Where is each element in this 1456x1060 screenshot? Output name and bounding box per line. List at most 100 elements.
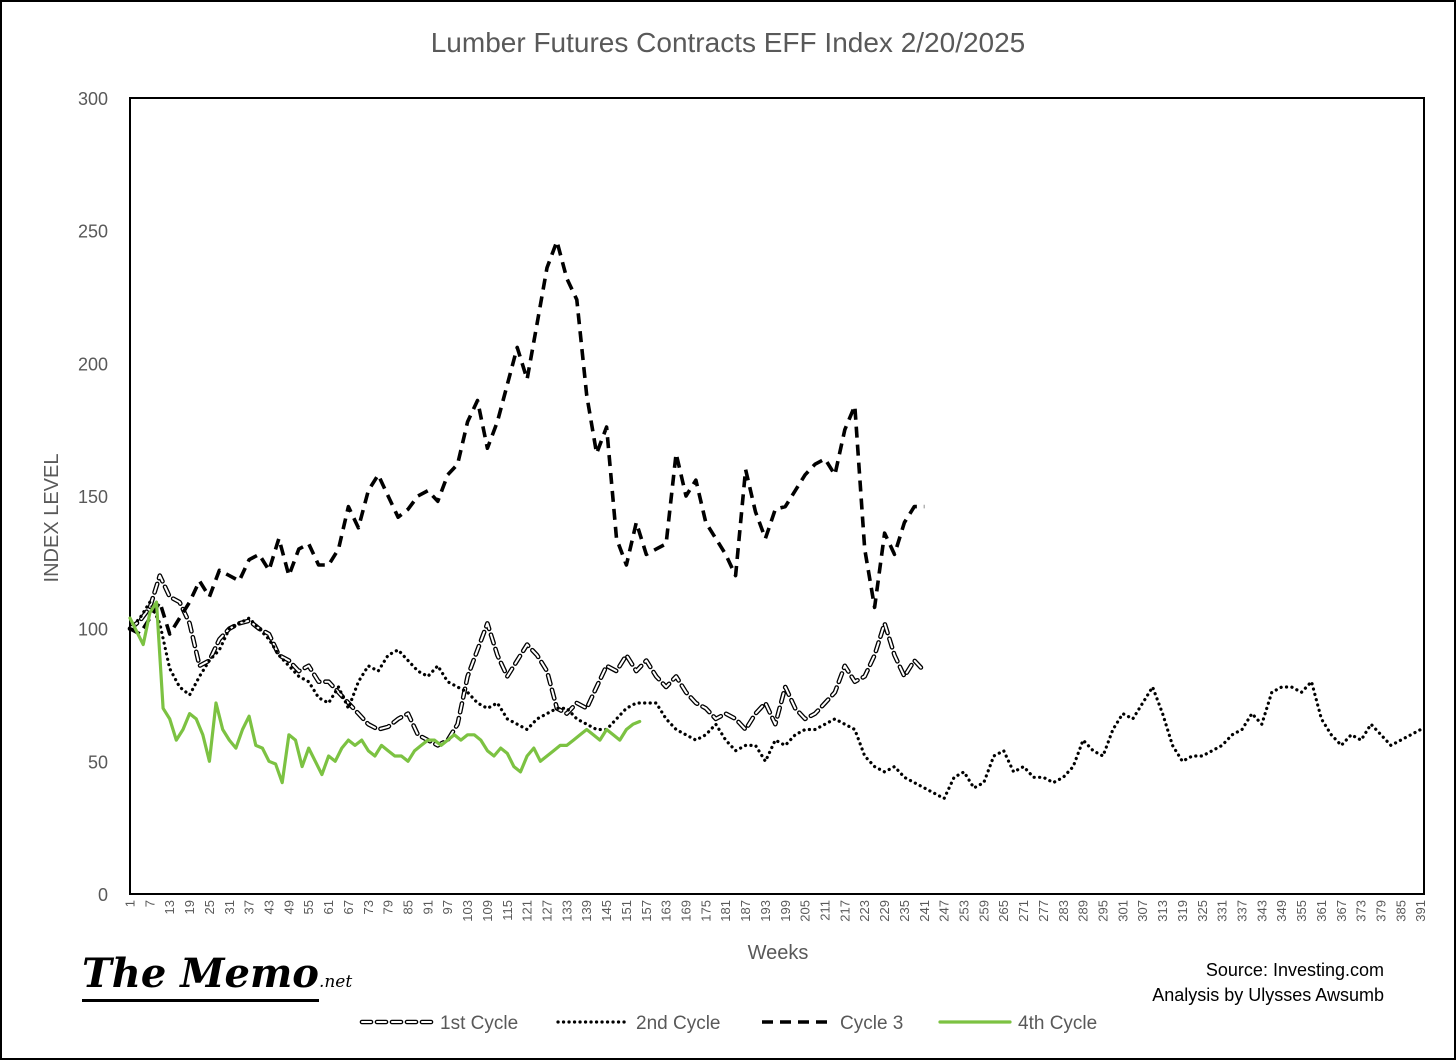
legend-item: 2nd Cycle — [556, 1013, 721, 1034]
x-tick-label: 67 — [341, 900, 356, 914]
x-tick-label: 187 — [738, 900, 753, 922]
x-tick-label: 247 — [937, 900, 952, 922]
x-tick-label: 19 — [182, 900, 197, 914]
logo-text: The Memo — [82, 950, 319, 1002]
x-tick-label: 127 — [539, 900, 554, 922]
x-tick-label: 217 — [837, 900, 852, 922]
y-axis-label: INDEX LEVEL — [41, 454, 63, 583]
x-tick-label: 7 — [142, 900, 157, 907]
x-tick-label: 271 — [1016, 900, 1031, 922]
x-tick-label: 169 — [678, 900, 693, 922]
x-tick-label: 121 — [520, 900, 535, 922]
x-tick-label: 301 — [1115, 900, 1130, 922]
x-tick-label: 49 — [281, 900, 296, 914]
analysis-line: Analysis by Ulysses Awsumb — [1152, 985, 1384, 1005]
source-line: Source: Investing.com — [1205, 960, 1384, 980]
y-tick-label: 150 — [78, 487, 108, 507]
x-tick-label: 145 — [599, 900, 614, 922]
x-tick-label: 307 — [1135, 900, 1150, 922]
x-tick-label: 283 — [1056, 900, 1071, 922]
x-tick-label: 157 — [639, 900, 654, 922]
x-tick-label: 115 — [500, 900, 515, 921]
x-tick-label: 277 — [1036, 900, 1051, 922]
x-tick-label: 337 — [1234, 900, 1249, 922]
x-tick-label: 229 — [877, 900, 892, 922]
x-tick-label: 97 — [440, 900, 455, 914]
x-tick-label: 181 — [718, 900, 733, 922]
x-tick-label: 289 — [1076, 900, 1091, 922]
x-tick-label: 295 — [1095, 900, 1110, 922]
x-tick-label: 205 — [798, 900, 813, 922]
x-tick-label: 253 — [956, 900, 971, 922]
x-tick-label: 379 — [1373, 900, 1388, 922]
x-tick-label: 223 — [857, 900, 872, 922]
legend-label: 1st Cycle — [440, 1013, 518, 1034]
the-memo-logo: The Memo.net — [82, 950, 352, 1002]
x-tick-label: 259 — [976, 900, 991, 922]
x-axis-label: Weeks — [748, 942, 809, 964]
x-tick-label: 319 — [1175, 900, 1190, 922]
series-lines — [127, 239, 1423, 801]
x-tick-label: 103 — [460, 900, 475, 922]
series-1 — [127, 573, 927, 748]
legend-label: 2nd Cycle — [636, 1013, 721, 1034]
x-tick-label: 175 — [698, 900, 713, 922]
series-line — [129, 239, 925, 636]
legend-label: 4th Cycle — [1018, 1013, 1097, 1034]
x-tick-label: 139 — [579, 900, 594, 922]
plot-area — [129, 97, 1425, 895]
series-2 — [128, 600, 1423, 801]
x-tick-label: 133 — [559, 900, 574, 922]
series-4 — [128, 600, 642, 785]
x-tick-label: 241 — [917, 900, 932, 922]
x-tick-label: 199 — [778, 900, 793, 922]
x-tick-label: 25 — [202, 900, 217, 914]
x-tick-label: 61 — [321, 900, 336, 914]
x-tick-label: 55 — [301, 900, 316, 914]
x-tick-label: 325 — [1195, 900, 1210, 922]
chart-title: Lumber Futures Contracts EFF Index 2/20/… — [431, 27, 1026, 58]
legend: 1st Cycle 2nd Cycle Cycle 3 4th Cycle — [359, 1013, 1097, 1034]
series-line — [128, 600, 642, 785]
x-tick-label: 109 — [480, 900, 495, 922]
legend-item: Cycle 3 — [762, 1013, 903, 1034]
x-tick-label: 265 — [996, 900, 1011, 922]
x-tick-label: 313 — [1155, 900, 1170, 922]
x-tick-label: 385 — [1393, 900, 1408, 922]
y-tick-label: 100 — [78, 620, 108, 640]
x-tick-label: 361 — [1314, 900, 1329, 922]
x-tick-label: 163 — [659, 900, 674, 922]
legend-item: 4th Cycle — [938, 1013, 1097, 1034]
legend-label: Cycle 3 — [840, 1013, 903, 1034]
x-tick-label: 373 — [1354, 900, 1369, 922]
y-tick-label: 300 — [78, 89, 108, 109]
x-axis-ticks: 1 7 13 19 25 31 37 43 49 55 61 67 73 79 85 91 97 103 109 11… — [123, 900, 1429, 922]
series-3 — [129, 239, 925, 636]
series-line-inner — [129, 574, 926, 747]
x-tick-label: 151 — [619, 900, 634, 922]
source-note: Source: Investing.com Analysis by Ulysse… — [1152, 958, 1384, 1008]
x-tick-label: 391 — [1413, 900, 1428, 922]
y-tick-label: 50 — [88, 752, 108, 772]
x-tick-label: 43 — [261, 900, 276, 914]
x-tick-label: 31 — [222, 900, 237, 914]
x-tick-label: 13 — [162, 900, 177, 914]
x-tick-label: 37 — [242, 900, 257, 914]
legend-item: 1st Cycle — [359, 1013, 518, 1034]
series-line — [128, 600, 1423, 801]
x-tick-label: 367 — [1334, 900, 1349, 922]
x-tick-label: 1 — [123, 900, 138, 907]
x-tick-label: 235 — [897, 900, 912, 922]
x-tick-label: 79 — [381, 900, 396, 914]
y-axis-ticks: 0 50 100 150 200 250 300 — [78, 89, 108, 905]
x-tick-label: 211 — [817, 900, 832, 921]
y-tick-label: 0 — [98, 885, 108, 905]
x-tick-label: 91 — [420, 900, 435, 914]
y-tick-label: 250 — [78, 222, 108, 242]
x-tick-label: 85 — [400, 900, 415, 914]
x-tick-label: 343 — [1254, 900, 1269, 922]
x-tick-label: 73 — [361, 900, 376, 914]
x-tick-label: 349 — [1274, 900, 1289, 922]
